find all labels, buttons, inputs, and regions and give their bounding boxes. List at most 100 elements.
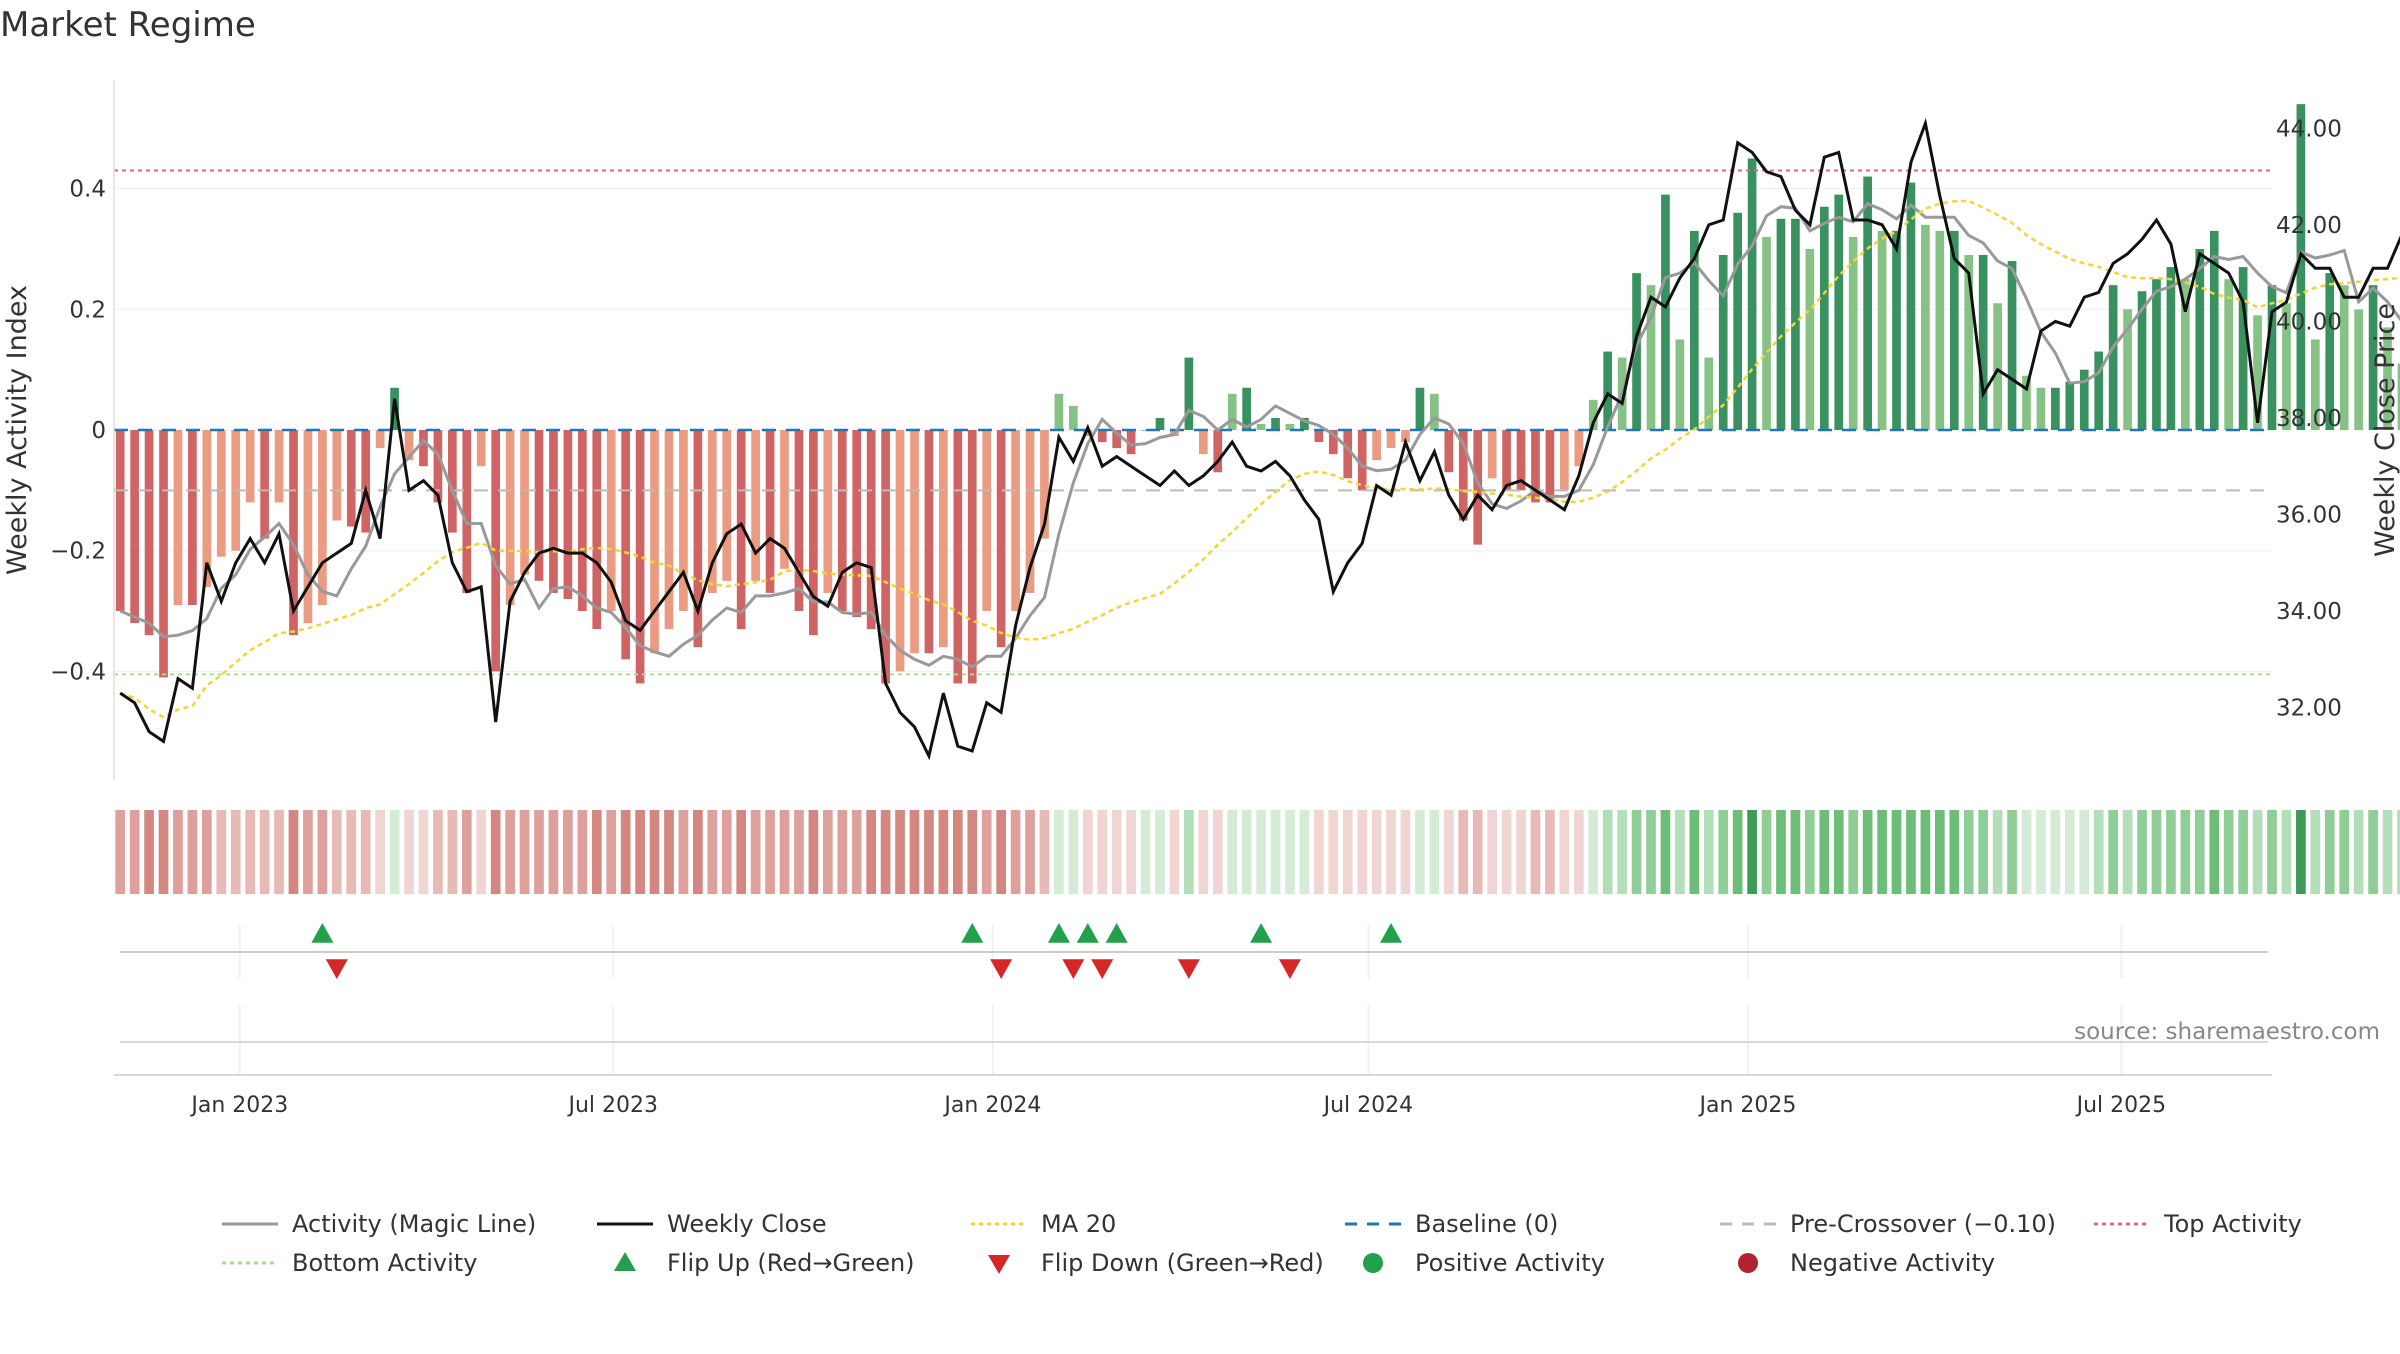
regime-strip-cell	[1646, 810, 1656, 894]
activity-bar	[823, 430, 833, 593]
activity-bar	[2123, 309, 2132, 430]
activity-bar	[2007, 261, 2017, 430]
regime-strip-cell	[1097, 810, 1108, 894]
activity-bar	[1198, 430, 1208, 455]
activity-bar	[1097, 430, 1107, 443]
activity-bar	[939, 430, 948, 648]
activity-bar	[1184, 357, 1194, 430]
regime-strip-cell	[1617, 810, 1627, 894]
activity-bar	[2209, 230, 2219, 430]
regime-strip-cell	[822, 810, 833, 894]
activity-bar	[650, 430, 659, 654]
activity-bar	[419, 430, 428, 467]
regime-strip-cell	[2397, 810, 2400, 894]
activity-bar	[606, 430, 616, 612]
regime-strip-cell	[1357, 810, 1368, 894]
regime-strip-cell	[1978, 810, 1989, 894]
regime-strip-cell	[1862, 810, 1873, 894]
activity-bar	[332, 430, 342, 521]
series-lines	[119, 117, 2400, 761]
regime-strip-cell	[2021, 810, 2032, 894]
regime-strip-cell	[1530, 810, 1541, 894]
regime-strip-cell	[1732, 810, 1743, 894]
legend-item: Pre-Crossover (−0.10)	[1720, 1210, 2056, 1238]
activity-bar	[1819, 206, 1829, 430]
activity-bar	[375, 430, 385, 449]
activity-bar	[1430, 393, 1439, 430]
weekly-close-line	[119, 117, 2400, 761]
regime-strip-cell	[1140, 810, 1151, 894]
activity-bar	[534, 430, 544, 581]
y-tick-label: 0	[91, 418, 106, 444]
regime-strip-cell	[750, 810, 761, 894]
regime-strip-cell	[2382, 810, 2393, 894]
flip-up-marker	[1250, 923, 1273, 943]
regime-strip-cell	[2368, 810, 2378, 894]
y2-tick-label: 40.00	[2276, 309, 2342, 335]
regime-strip-cell	[187, 810, 198, 894]
date-axis-panel: Jan 2023 Jul 2023 Jan 2024 Jul 2024 Jan 2025…	[114, 1005, 2272, 1118]
activity-bar	[751, 430, 760, 581]
legend-swatch	[988, 1255, 1010, 1274]
regime-strip-cell	[1963, 810, 1974, 894]
activity-bar	[1343, 430, 1353, 479]
activity-bar	[2282, 303, 2291, 430]
regime-strip-cell	[1891, 810, 1902, 894]
x-tick-label: Jan 2025	[1698, 1093, 1797, 1118]
regime-strip-cell	[2194, 810, 2205, 894]
legend-item: Flip Up (Red→Green)	[614, 1249, 915, 1277]
regime-strip-cell	[2324, 810, 2335, 894]
regime-strip-cell	[794, 810, 804, 894]
regime-strip-cell	[1169, 810, 1180, 894]
regime-strip-cell	[678, 810, 689, 894]
regime-strip-cell	[2137, 810, 2147, 894]
activity-bar	[202, 430, 212, 587]
regime-strip-cell	[303, 810, 313, 894]
regime-strip-cell	[1675, 810, 1685, 894]
activity-bar	[1560, 430, 1569, 491]
legend-swatch	[1363, 1253, 1383, 1273]
y2-tick-label: 38.00	[2276, 406, 2342, 432]
activity-bar	[1935, 230, 1945, 430]
flip-up-marker	[1105, 923, 1128, 943]
activity-bar	[1689, 230, 1699, 430]
legend-item: Baseline (0)	[1345, 1210, 1558, 1238]
activity-bar	[1834, 194, 1844, 430]
activity-bar	[881, 430, 890, 684]
activity-bar	[1444, 430, 1454, 473]
activity-bar	[592, 430, 602, 630]
main-axes: 0.4 0.2 0 −0.2 −0.4 44.00 42.00 40.00 38.00 36.00…	[50, 80, 2342, 780]
regime-strip-cell	[736, 810, 747, 894]
activity-bar	[996, 430, 1006, 648]
activity-bar	[1516, 430, 1526, 491]
activity-bar	[693, 430, 703, 648]
regime-strip-cell	[664, 810, 674, 894]
legend-item: Activity (Magic Line)	[222, 1210, 536, 1238]
activity-bar	[2296, 104, 2306, 430]
regime-strip-cell	[2036, 810, 2046, 894]
activity-bar	[1256, 423, 1266, 430]
activity-bar	[1328, 430, 1338, 455]
legend-item: MA 20	[971, 1210, 1116, 1238]
activity-bar	[2310, 339, 2320, 430]
activity-bar	[1545, 430, 1555, 503]
regime-strip-cell	[721, 810, 732, 894]
activity-bar	[635, 430, 645, 684]
regime-strip-cell	[1429, 810, 1440, 894]
regime-strip-cell	[707, 810, 718, 894]
activity-bar	[1069, 405, 1078, 430]
activity-bar	[809, 430, 818, 636]
regime-strip-cell	[2180, 810, 2191, 894]
y2-tick-label: 34.00	[2276, 599, 2342, 625]
regime-strip-cell	[981, 810, 992, 894]
activity-bar	[303, 430, 313, 624]
regime-strip-cell	[635, 810, 645, 894]
activity-bar	[346, 430, 356, 527]
y2-axis-label: Weekly Close Price	[2370, 303, 2400, 557]
activity-bar	[1733, 212, 1742, 430]
regime-strip-cell	[952, 810, 963, 894]
activity-bar	[1921, 224, 1930, 430]
activity-bar	[664, 430, 674, 630]
activity-bar	[1632, 273, 1641, 430]
